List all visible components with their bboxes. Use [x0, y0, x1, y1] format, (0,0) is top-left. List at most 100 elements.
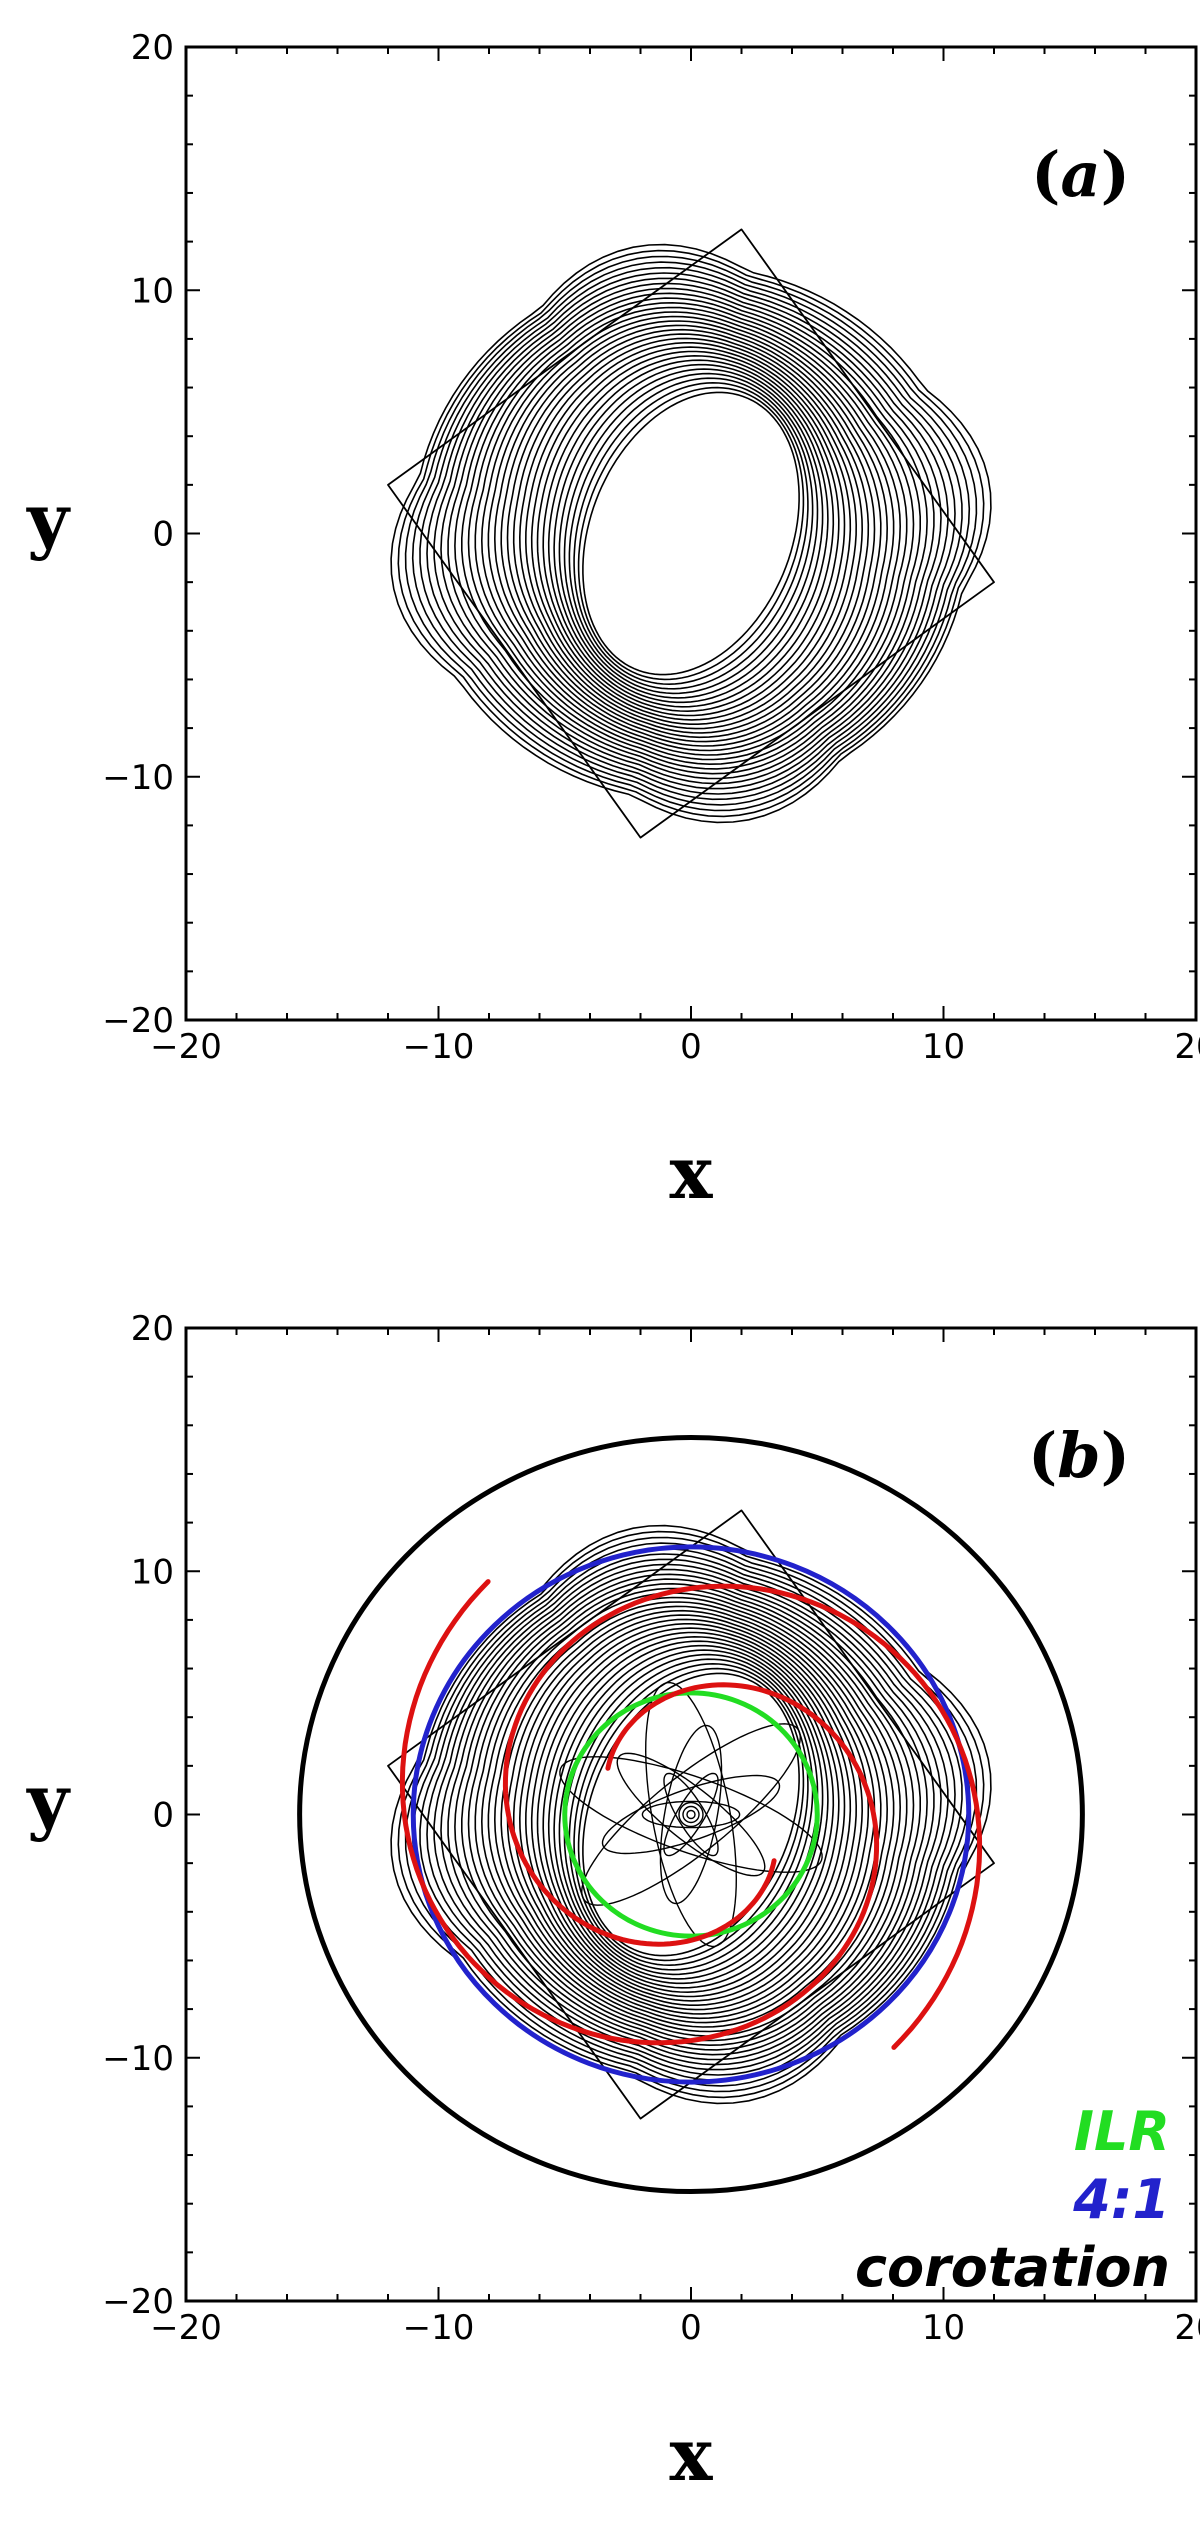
orbit-loop: [411, 261, 971, 806]
x-tick-label: 20: [1174, 1027, 1200, 1067]
orbit-loop: [558, 1649, 824, 1980]
y-tick-label: −10: [102, 758, 174, 798]
orbit-loop: [397, 1530, 985, 2099]
orbit-loop: [568, 1658, 814, 1971]
orbit-loop: [524, 342, 858, 725]
rosette-loop: [663, 1772, 719, 1857]
orbit-loop: [474, 306, 908, 761]
tick-labels: −20−20 −10 −10 0 0 10 10 20 20: [102, 1309, 1200, 2348]
x-tick-label: −20: [150, 2308, 222, 2348]
orbit-loop: [404, 1536, 978, 2093]
rosette-core: [682, 1805, 700, 1824]
orbit-loop: [563, 1653, 819, 1976]
x-tick-label: 10: [922, 1027, 965, 1067]
orbit-loop: [461, 1578, 921, 2051]
orbit-loop: [390, 1524, 992, 2105]
orbit-loop: [487, 315, 895, 752]
orbit-loop: [512, 333, 870, 734]
y-tick-label: −10: [102, 2039, 174, 2079]
legend-corotation: corotation: [855, 2236, 1170, 2299]
orbit-loop: [440, 282, 942, 785]
orbit-loop: [500, 324, 882, 743]
orbit-loop: [568, 377, 814, 690]
orbit-loop: [493, 1601, 889, 2028]
orbit-trajectory: [387, 228, 995, 839]
axis-ticks: [185, 1327, 1197, 2302]
legend-4-1: 4:1: [1072, 2168, 1170, 2231]
legend-ilr: ILR: [1074, 2100, 1170, 2163]
y-axis-label: y: [26, 1758, 71, 1843]
x-tick-label: −10: [403, 2308, 475, 2348]
rosette-core: [678, 1801, 704, 1828]
orbit-loop: [536, 1631, 846, 1998]
y-tick-label: 10: [131, 271, 174, 311]
spiral-arms: [399, 1579, 983, 2050]
orbit-loop: [506, 328, 876, 739]
rosette-loop: [641, 1800, 741, 1829]
panel-label: (b): [1028, 1419, 1130, 1492]
legend: ILR 4:1 corotation: [855, 2100, 1170, 2299]
rosette-loop: [580, 1723, 802, 1906]
x-tick-label: 0: [680, 1027, 702, 1067]
resonance-circle-4-1: [410, 1544, 972, 2085]
orbit-loop: [419, 266, 963, 801]
orbit-loop: [512, 1614, 870, 2015]
spiral-arm: [399, 1579, 880, 2046]
orbit-loop: [467, 1582, 915, 2047]
x-tick-label: 10: [922, 2308, 965, 2348]
orbit-loop: [426, 1553, 956, 2076]
orbit-loop: [558, 368, 824, 699]
orbit-loop: [530, 346, 852, 721]
rosette-loop: [644, 1681, 738, 1948]
rosette-loop: [616, 1752, 766, 1877]
panel-a: −20−20 −10 −10 0 0 10 10 20 20 (a) x y: [26, 28, 1200, 1215]
y-tick-label: 20: [131, 28, 174, 68]
orbit-loop: [474, 1587, 908, 2042]
orbit-loop: [577, 1667, 805, 1962]
x-axis-label: x: [670, 2412, 714, 2497]
orbit-loop: [582, 1672, 800, 1957]
y-tick-label: 20: [131, 1309, 174, 1349]
orbit-loop: [547, 1640, 835, 1989]
y-tick-label: 0: [152, 1796, 174, 1836]
orbit-loop: [506, 1609, 876, 2020]
orbit-loop: [542, 354, 840, 713]
rosette-loop: [559, 1756, 823, 1873]
orbit-loop: [390, 243, 992, 824]
y-tick-label: −20: [102, 1001, 174, 1041]
x-tick-label: −20: [150, 1027, 222, 1067]
orbit-loop: [480, 1592, 902, 2037]
resonance-circle-ilr: [562, 1690, 820, 1939]
orbit-loop: [582, 391, 800, 676]
orbit-loop: [518, 1618, 864, 2011]
orbit-loop: [454, 292, 928, 775]
orbit-loop: [447, 287, 935, 780]
resonance-circles: [297, 1434, 1085, 2195]
orbit-loop: [573, 1662, 809, 1967]
resonance-circle-corotation: [297, 1434, 1085, 2195]
orbit-loop: [553, 1644, 829, 1985]
orbit-loop: [524, 1623, 858, 2006]
orbit-loop: [563, 372, 819, 695]
orbit-loop: [500, 1605, 882, 2024]
y-axis-label: y: [26, 477, 71, 562]
x-tick-label: 20: [1174, 2308, 1200, 2348]
panel-label: (a): [1031, 138, 1130, 211]
x-axis-label: x: [670, 1130, 714, 1215]
orbit-loop: [447, 1568, 935, 2061]
orbit-loop: [433, 1558, 949, 2071]
orbit-loop: [467, 301, 915, 766]
orbit-loop: [493, 320, 889, 747]
orbit-loop: [542, 1635, 840, 1994]
central-rosette-orbit: [559, 1681, 823, 1948]
orbit-loop: [553, 363, 829, 704]
orbit-loop: [518, 337, 864, 730]
orbit-loop: [536, 350, 846, 717]
orbit-loop: [573, 381, 809, 686]
orbit-loop: [426, 272, 956, 795]
panel-b: −20−20 −10 −10 0 0 10 10 20 20 (b) ILR 4:1 corot…: [26, 1309, 1200, 2497]
orbit-loop: [577, 386, 805, 681]
axis-ticks: [185, 46, 1197, 1021]
x-tick-label: 0: [680, 2308, 702, 2348]
